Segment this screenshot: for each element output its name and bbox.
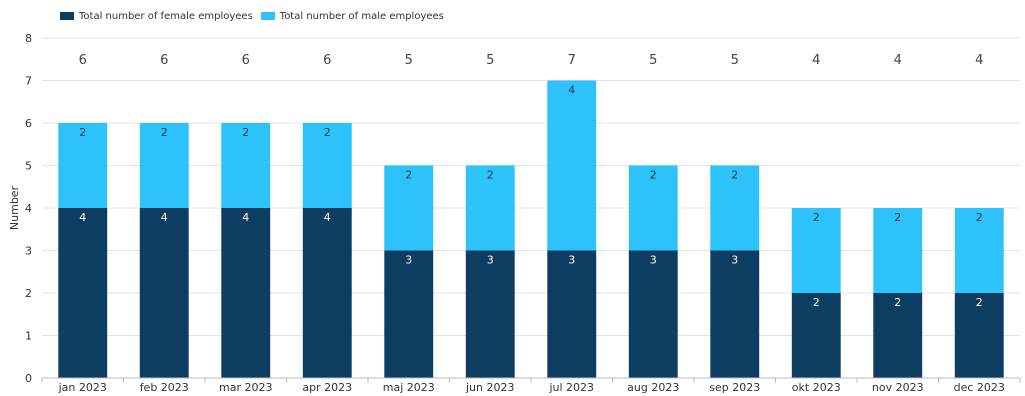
- y-axis-title: Number: [8, 185, 21, 230]
- data-label-female: 3: [405, 254, 412, 267]
- total-label: 4: [975, 53, 983, 68]
- total-label: 5: [731, 53, 739, 68]
- legend-item-female: Total number of female employees: [60, 11, 253, 22]
- bar-male: [791, 208, 841, 293]
- bar-male: [221, 123, 271, 208]
- legend-label-female: Total number of female employees: [79, 10, 253, 22]
- x-tick-label: apr 2023: [302, 381, 352, 394]
- bar-female: [954, 293, 1004, 378]
- bar-male: [58, 123, 108, 208]
- data-label-female: 3: [487, 254, 494, 267]
- data-label-male: 2: [731, 169, 738, 182]
- data-label-male: 2: [79, 126, 86, 139]
- bar-female: [221, 208, 271, 378]
- data-label-female: 3: [568, 254, 575, 267]
- y-tick-label: 8: [25, 32, 32, 45]
- data-label-male: 2: [650, 169, 657, 182]
- data-label-male: 2: [405, 169, 412, 182]
- legend-label-male: Total number of male employees: [279, 10, 444, 22]
- y-tick-label: 4: [25, 202, 32, 215]
- bar-female: [384, 250, 434, 378]
- bar-male: [139, 123, 189, 208]
- x-tick-label: jan 2023: [58, 381, 107, 394]
- x-tick-label: okt 2023: [792, 381, 841, 394]
- bar-female: [628, 250, 678, 378]
- total-label: 5: [486, 53, 494, 68]
- total-label: 6: [242, 53, 250, 68]
- data-label-male: 2: [813, 211, 820, 224]
- y-tick-label: 6: [25, 117, 32, 130]
- data-label-male: 2: [487, 169, 494, 182]
- x-tick-label: sep 2023: [709, 381, 760, 394]
- y-tick-label: 2: [25, 287, 32, 300]
- total-label: 5: [649, 53, 657, 68]
- x-tick-label: maj 2023: [383, 381, 435, 394]
- y-tick-label: 5: [25, 160, 32, 173]
- y-tick-label: 7: [25, 75, 32, 88]
- bar-female: [465, 250, 515, 378]
- data-label-female: 3: [731, 254, 738, 267]
- y-tick-label: 3: [25, 245, 32, 258]
- legend-swatch-male: [260, 12, 275, 20]
- data-label-female: 2: [813, 296, 820, 309]
- x-tick-label: mar 2023: [219, 381, 272, 394]
- x-axis-ticks: jan 2023 feb 2023 mar 2023 apr 2023 maj 2023…: [41, 378, 1021, 394]
- total-label: 6: [79, 53, 87, 68]
- bar-male: [628, 165, 678, 251]
- total-label: 6: [323, 53, 331, 68]
- data-label-female: 4: [161, 211, 168, 224]
- bar-female: [58, 208, 108, 378]
- bar-labels: 4 2 6 4 2 6 4 2 6 4 2 6 3 2 5 3 2 5 3 4 7 3 2 5 3 2 5 2 2 4 2 2 4 2 2 4: [79, 53, 984, 309]
- data-label-female: 4: [79, 211, 86, 224]
- data-label-male: 2: [894, 211, 901, 224]
- bars: [58, 80, 1004, 378]
- data-label-male: 2: [161, 126, 168, 139]
- x-tick-label: jun 2023: [465, 381, 515, 394]
- total-label: 4: [894, 53, 902, 68]
- data-label-male: 4: [568, 84, 575, 97]
- total-label: 7: [568, 53, 576, 68]
- bar-female: [873, 293, 923, 378]
- x-tick-label: jul 2023: [548, 381, 594, 394]
- bar-female: [302, 208, 352, 378]
- data-label-female: 4: [242, 211, 249, 224]
- bar-male: [302, 123, 352, 208]
- data-label-male: 2: [976, 211, 983, 224]
- bar-female: [710, 250, 760, 378]
- legend-item-male: Total number of male employees: [260, 10, 444, 22]
- bar-male: [873, 208, 923, 293]
- data-label-female: 2: [894, 296, 901, 309]
- data-label-female: 4: [324, 211, 331, 224]
- bar-male: [710, 165, 760, 251]
- y-tick-label: 0: [25, 372, 32, 385]
- y-tick-label: 1: [25, 330, 32, 343]
- data-label-male: 2: [324, 126, 331, 139]
- data-label-female: 2: [976, 296, 983, 309]
- x-tick-label: aug 2023: [627, 381, 679, 394]
- x-tick-label: feb 2023: [140, 381, 189, 394]
- x-tick-label: nov 2023: [872, 381, 924, 394]
- bar-male: [954, 208, 1004, 293]
- bar-male: [465, 165, 515, 251]
- legend: Total number of female employees Total n…: [60, 8, 452, 24]
- data-label-male: 2: [242, 126, 249, 139]
- bar-male: [547, 80, 597, 251]
- y-axis-ticks: 0 1 2 3 4 5 6 7 8: [25, 32, 32, 385]
- legend-swatch-female: [60, 12, 74, 20]
- data-label-female: 3: [650, 254, 657, 267]
- total-label: 4: [812, 53, 820, 68]
- bar-male: [384, 165, 434, 251]
- total-label: 6: [160, 53, 168, 68]
- total-label: 5: [405, 53, 413, 68]
- bar-female: [791, 293, 841, 378]
- x-tick-label: dec 2023: [954, 381, 1005, 394]
- bar-female: [139, 208, 189, 378]
- bar-female: [547, 250, 597, 378]
